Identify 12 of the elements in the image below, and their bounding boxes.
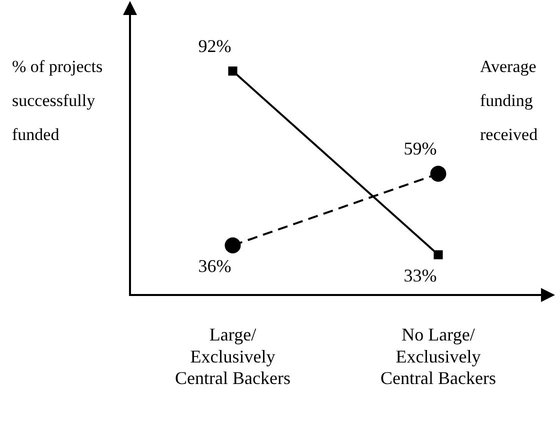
data-label: 33% xyxy=(404,265,437,286)
point xyxy=(434,250,443,260)
x-tick-label: Large/ Exclusively Central Backers xyxy=(175,324,290,388)
data-label: 36% xyxy=(198,256,232,276)
data-label: 59% xyxy=(404,138,437,159)
x-tick-label: No Large/ Exclusively Central Backers xyxy=(380,324,496,388)
y-axis-title: % of projects successfully funded xyxy=(12,56,104,146)
point xyxy=(224,237,241,254)
point xyxy=(430,166,446,182)
data-label: 92% xyxy=(198,36,232,56)
point xyxy=(228,66,238,76)
y2-axis-title: Average funding received xyxy=(480,56,539,146)
